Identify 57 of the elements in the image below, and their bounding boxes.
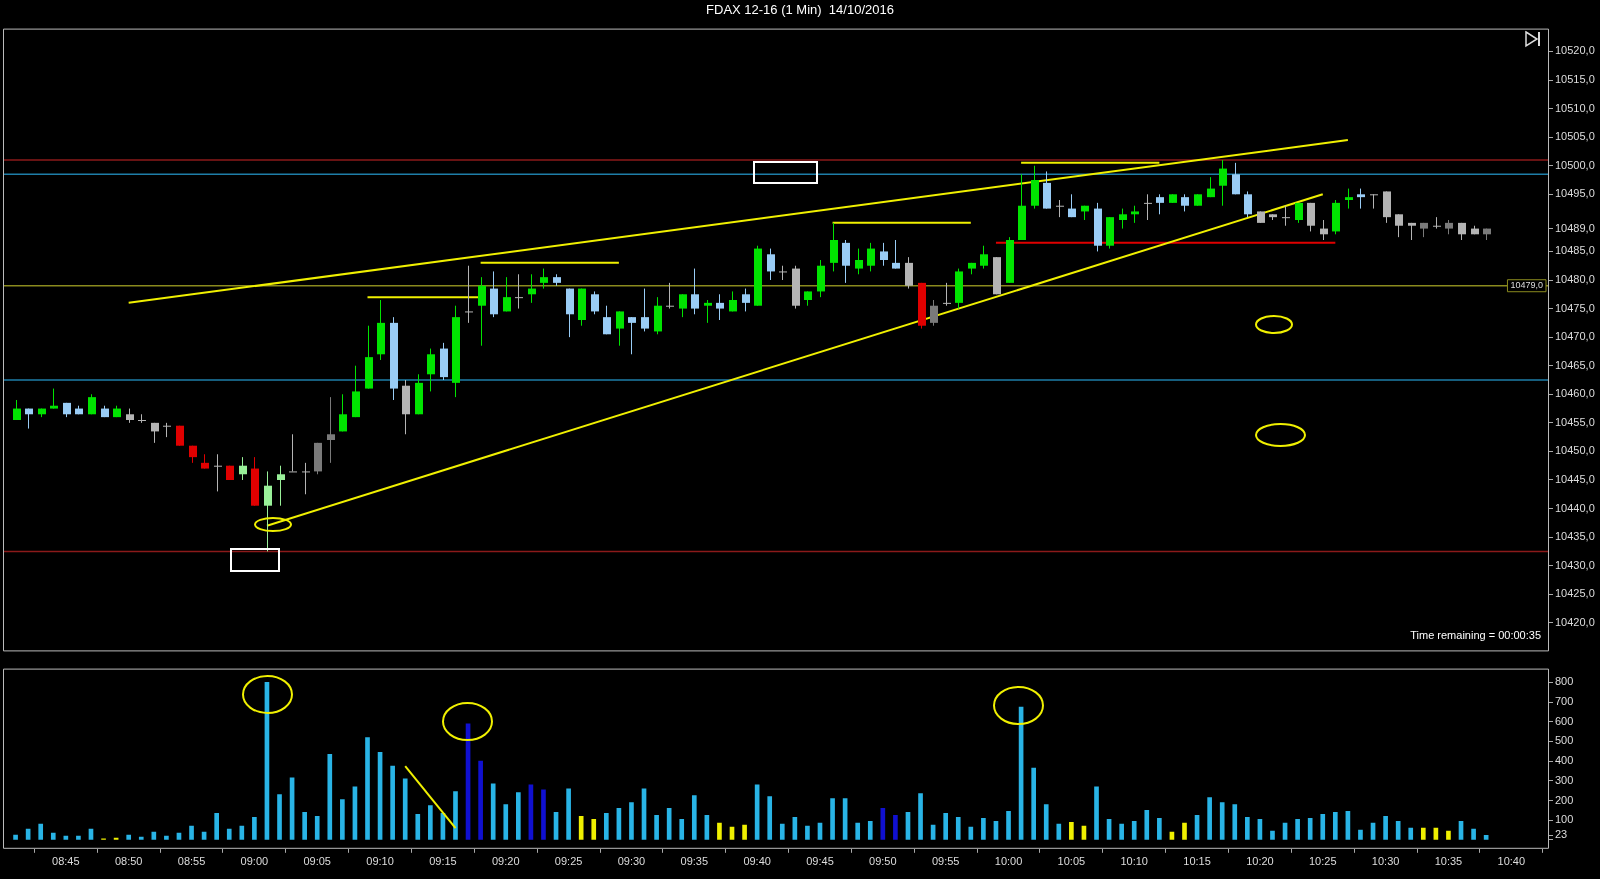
x-tick-label: 08:50 [114,855,143,868]
x-tick-label: 10:30 [1371,855,1400,868]
y-tick-label: 10515,0 [1555,73,1595,86]
y-tick-label: 200 [1555,793,1574,806]
x-tick-label: 09:20 [492,855,520,868]
y-tick-label: 300 [1555,773,1574,786]
y-tick-label: 10500,0 [1555,158,1595,171]
x-tick-label: 09:40 [743,855,771,868]
y-tick-label: 10505,0 [1555,130,1595,143]
y-tick-label: 10475,0 [1555,301,1595,314]
annotation: Time remaining = 00:00:35 [1410,628,1541,641]
x-tick-label: 09:30 [617,855,646,868]
x-tick-label: 10:20 [1246,855,1274,868]
y-tick-label: 700 [1555,695,1574,708]
y-tick-label: 10430,0 [1555,558,1595,571]
x-tick-label: 09:10 [366,855,394,868]
y-tick-label: 10510,0 [1555,101,1595,114]
x-tick-label: 09:05 [303,855,331,868]
x-tick-label: 10:15 [1183,855,1211,868]
x-tick-label: 10:35 [1434,855,1463,868]
x-tick-label: 08:55 [177,855,206,868]
x-tick-label: 09:35 [680,855,709,868]
y-tick-label: 10465,0 [1555,358,1595,371]
y-tick-label: 500 [1555,734,1574,747]
y-tick-label: 10445,0 [1555,473,1595,486]
x-tick-label: 09:15 [429,855,457,868]
y-tick-label: 100 [1555,813,1574,826]
chart-title: FDAX 12-16 (1 Min) 14/10/2016 [705,2,895,17]
x-tick-label: 10:00 [994,855,1023,868]
y-tick-label: 10460,0 [1555,387,1595,400]
y-tick-label: 600 [1555,714,1574,727]
x-tick-label: 08:45 [52,855,80,868]
y-tick-label: 10489,0 [1555,221,1595,234]
ref-line-label: 10479,0 [1510,280,1544,291]
y-tick-label: 10520,0 [1555,44,1595,57]
y-tick-label: 10470,0 [1555,330,1595,343]
y-tick-label: 10435,0 [1555,530,1595,543]
x-tick-label: 09:25 [554,855,583,868]
y-tick-label: 10480,0 [1555,273,1595,286]
x-tick-label: 10:05 [1057,855,1086,868]
x-tick-label: 10:25 [1308,855,1337,868]
y-tick-label: 10440,0 [1555,501,1595,514]
x-tick-label: 09:55 [931,855,960,868]
y-tick-label: 10420,0 [1555,615,1595,628]
y-tick-label: 23 [1555,828,1568,841]
y-tick-label: 10485,0 [1555,244,1595,257]
y-tick-label: 400 [1555,754,1574,767]
y-tick-label: 800 [1555,675,1574,688]
x-tick-label: 10:40 [1497,855,1526,868]
x-tick-label: 09:45 [806,855,834,868]
y-tick-label: 10450,0 [1555,444,1595,457]
x-tick-label: 09:00 [240,855,269,868]
x-tick-label: 09:50 [869,855,897,868]
y-tick-label: 10425,0 [1555,587,1595,600]
y-tick-label: 10495,0 [1555,187,1595,200]
x-tick-label: 10:10 [1120,855,1148,868]
y-tick-label: 10455,0 [1555,415,1595,428]
